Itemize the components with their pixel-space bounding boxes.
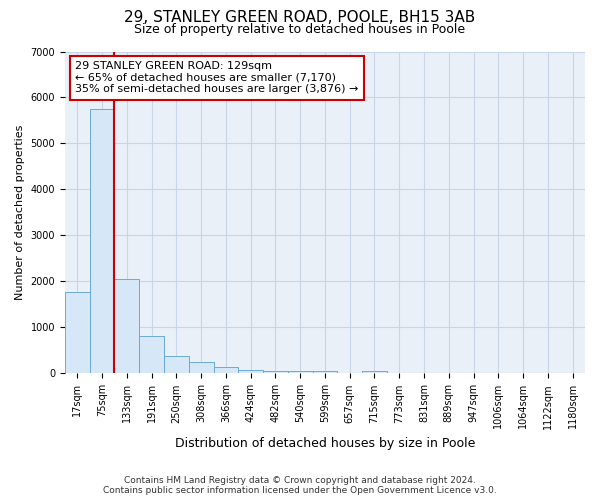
Bar (164, 356, 189, 374)
X-axis label: Distribution of detached houses by size in Poole: Distribution of detached houses by size … (175, 437, 475, 450)
Bar (89, 109, 115, 374)
Bar (189, 362, 214, 374)
Text: 29, STANLEY GREEN ROAD, POOLE, BH15 3AB: 29, STANLEY GREEN ROAD, POOLE, BH15 3AB (124, 10, 476, 25)
Bar (263, 371, 288, 374)
Y-axis label: Number of detached properties: Number of detached properties (15, 125, 25, 300)
Text: Contains HM Land Registry data © Crown copyright and database right 2024.
Contai: Contains HM Land Registry data © Crown c… (103, 476, 497, 495)
Text: 29 STANLEY GREEN ROAD: 129sqm
← 65% of detached houses are smaller (7,170)
35% o: 29 STANLEY GREEN ROAD: 129sqm ← 65% of d… (76, 61, 359, 94)
Text: Size of property relative to detached houses in Poole: Size of property relative to detached ho… (134, 22, 466, 36)
Bar (288, 371, 313, 374)
Bar (65, 292, 89, 374)
Bar (238, 370, 263, 374)
Bar (313, 371, 337, 374)
Bar (214, 368, 238, 374)
Bar (362, 371, 387, 374)
Bar (139, 336, 164, 374)
Bar (115, 279, 139, 374)
